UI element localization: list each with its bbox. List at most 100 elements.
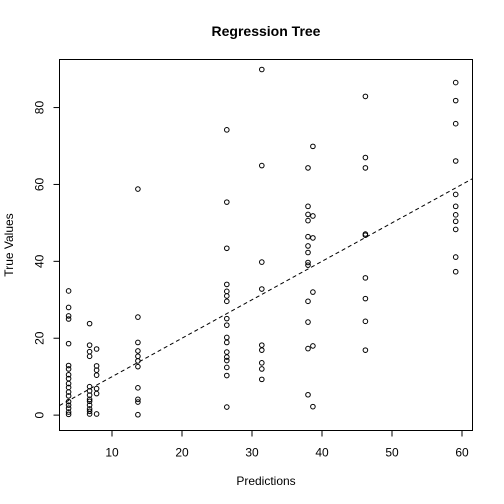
data-point	[224, 334, 230, 341]
data-point	[86, 348, 93, 355]
data-point	[259, 66, 265, 73]
data-point	[305, 217, 311, 224]
data-point	[224, 357, 230, 364]
plot-frame	[59, 59, 473, 431]
data-point	[93, 372, 100, 378]
data-point	[362, 295, 369, 302]
data-point	[305, 165, 311, 171]
data-point	[362, 232, 369, 238]
data-point	[224, 354, 230, 360]
data-point	[224, 372, 230, 379]
data-point	[135, 385, 141, 391]
data-point	[305, 243, 311, 249]
data-point	[224, 349, 230, 355]
data-point	[310, 289, 316, 295]
data-point	[310, 143, 316, 150]
data-point	[135, 363, 141, 370]
x-axis: 10 20 30 40 50 60	[105, 430, 469, 460]
x-tick-label: 20	[175, 446, 189, 460]
x-tick-label: 40	[315, 446, 329, 460]
data-point	[65, 411, 72, 418]
data-point	[86, 320, 93, 327]
data-point	[224, 281, 230, 288]
data-point	[452, 79, 459, 86]
data-point	[135, 314, 141, 320]
data-point	[305, 391, 311, 398]
data-point	[86, 398, 93, 405]
data-point	[259, 162, 265, 169]
y-tick-label: 40	[33, 254, 47, 268]
data-point	[65, 398, 72, 405]
data-point	[65, 371, 72, 378]
data-point	[135, 399, 141, 405]
reference-line	[59, 178, 473, 406]
data-point	[452, 254, 459, 260]
data-point	[93, 385, 100, 392]
data-point	[259, 347, 265, 353]
data-point	[310, 213, 316, 219]
data-point	[305, 233, 311, 240]
chart-title: Regression Tree	[212, 23, 321, 39]
data-point	[86, 342, 93, 348]
data-point	[224, 293, 230, 299]
data-point	[224, 364, 230, 371]
data-point	[224, 127, 230, 133]
y-tick-label: 0	[33, 411, 47, 418]
data-point	[65, 380, 72, 387]
data-point	[135, 396, 141, 403]
data-point	[65, 389, 72, 395]
y-tick-label: 80	[33, 101, 47, 115]
data-point	[452, 226, 459, 233]
data-point	[224, 245, 230, 252]
x-tick-label: 30	[245, 446, 259, 460]
data-point	[65, 288, 72, 294]
data-point	[224, 288, 230, 295]
data-point	[259, 366, 265, 372]
data-point	[452, 191, 459, 198]
data-point	[305, 262, 311, 268]
x-tick-label: 60	[455, 446, 469, 460]
data-point	[362, 165, 369, 171]
data-point	[305, 211, 311, 218]
data-point	[65, 402, 72, 408]
y-axis: 0 20 40 60 80	[33, 101, 60, 418]
data-point	[452, 120, 459, 127]
data-point	[65, 362, 72, 369]
data-point	[305, 319, 311, 325]
data-point	[362, 154, 369, 161]
data-point	[362, 93, 369, 100]
data-point	[135, 353, 141, 360]
data-point	[452, 212, 459, 218]
data-point	[305, 298, 311, 305]
points-layer	[65, 66, 459, 418]
data-point	[86, 402, 93, 408]
data-point	[65, 304, 72, 311]
data-point	[259, 259, 265, 265]
data-point	[86, 396, 93, 403]
data-point	[93, 411, 100, 417]
data-point	[310, 343, 316, 349]
data-point	[305, 249, 311, 256]
data-point	[135, 411, 141, 418]
data-point	[362, 318, 369, 325]
data-point	[362, 347, 369, 353]
data-point	[305, 259, 311, 266]
data-point	[65, 316, 72, 322]
y-tick-label: 60	[33, 177, 47, 191]
y-tick-label: 20	[33, 331, 47, 345]
data-point	[224, 339, 230, 346]
data-point	[452, 268, 459, 275]
data-point	[452, 203, 459, 210]
data-point	[65, 409, 72, 415]
x-tick-label: 10	[105, 446, 119, 460]
data-point	[452, 97, 459, 104]
data-point	[135, 358, 141, 364]
data-point	[86, 411, 93, 417]
data-point	[65, 313, 72, 319]
data-point	[452, 158, 459, 164]
data-point	[65, 366, 72, 372]
data-point	[305, 345, 311, 352]
data-point	[86, 353, 93, 360]
x-axis-label: Predictions	[236, 474, 295, 488]
data-point	[259, 286, 265, 292]
